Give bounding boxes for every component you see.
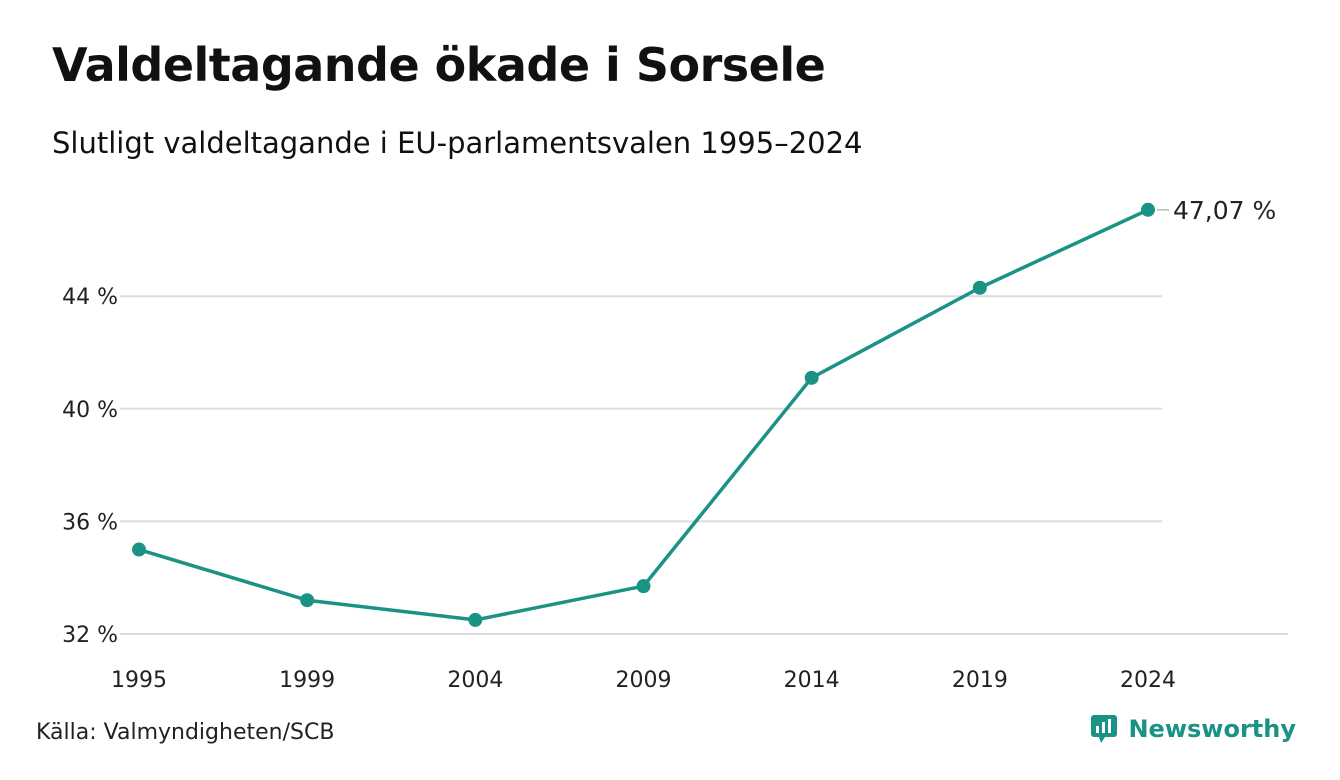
x-tick-label: 2009 [616, 668, 672, 693]
y-tick-label: 40 % [62, 398, 118, 423]
data-point [1141, 202, 1155, 217]
series-line [137, 208, 1150, 622]
y-tick-label: 32 % [62, 623, 118, 648]
y-tick-label: 36 % [62, 510, 118, 535]
x-tick-label: 2024 [1120, 668, 1176, 693]
data-point [972, 280, 987, 295]
newsworthy-icon [1091, 715, 1118, 743]
data-point [636, 579, 651, 594]
brand-logo: Newsworthy [1090, 714, 1296, 744]
chart-subtitle: Slutligt valdeltagande i EU-parlamentsva… [52, 126, 863, 160]
brand-name: Newsworthy [1128, 715, 1296, 743]
data-point [468, 612, 483, 627]
x-tick-label: 2014 [784, 668, 840, 693]
x-tick-label: 2019 [952, 668, 1008, 693]
data-point [300, 593, 315, 608]
data-point [804, 370, 819, 385]
x-tick-label: 1999 [279, 668, 335, 693]
source-note: Källa: Valmyndigheten/SCB [36, 720, 335, 745]
chart-title: Valdeltagande ökade i Sorsele [52, 38, 826, 92]
x-tick-label: 2004 [447, 668, 503, 693]
data-point [132, 542, 146, 557]
y-tick-label: 44 % [62, 285, 118, 310]
x-tick-label: 1995 [111, 668, 167, 693]
end-value-label: 47,07 % [1173, 196, 1276, 225]
